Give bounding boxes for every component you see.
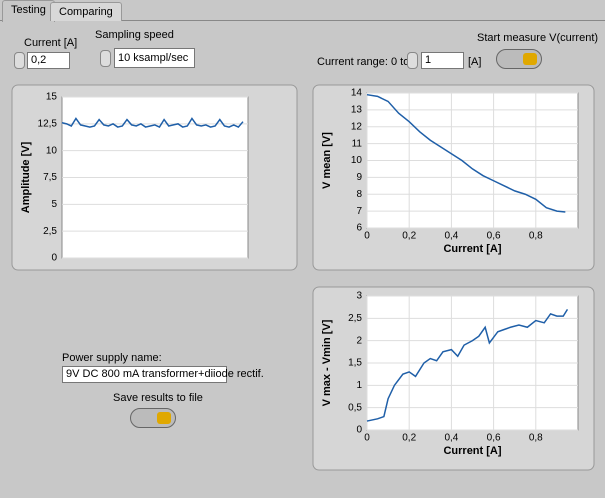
x-tick-label: 0,6 bbox=[487, 433, 501, 444]
y-tick-label: 9 bbox=[356, 172, 362, 183]
spinner[interactable] bbox=[14, 52, 25, 69]
spinner[interactable] bbox=[100, 50, 111, 67]
label: Save results to file bbox=[113, 392, 203, 404]
save-button[interactable] bbox=[130, 408, 176, 428]
y-tick-label: 13 bbox=[351, 105, 363, 116]
y-tick-label: 1,5 bbox=[348, 358, 362, 369]
y-axis-label: Amplitude [V] bbox=[20, 141, 32, 213]
tab[interactable]: Comparing bbox=[50, 2, 122, 21]
x-axis-label: Current [A] bbox=[443, 445, 501, 457]
y-tick-label: 8 bbox=[356, 189, 362, 200]
y-tick-label: 15 bbox=[46, 92, 58, 103]
y-tick-label: 10 bbox=[351, 155, 363, 166]
label: Sampling speed bbox=[95, 29, 174, 41]
x-tick-label: 0,4 bbox=[444, 433, 458, 444]
x-tick-label: 0 bbox=[364, 433, 370, 444]
x-tick-label: 0,8 bbox=[529, 231, 543, 242]
y-tick-label: 3 bbox=[356, 291, 362, 302]
x-tick-label: 0,4 bbox=[444, 231, 458, 242]
label: Current [A] bbox=[24, 37, 78, 49]
x-tick-label: 0,8 bbox=[529, 433, 543, 444]
y-tick-label: 6 bbox=[356, 223, 362, 234]
y-tick-label: 10 bbox=[46, 145, 58, 156]
label: Start measure V(current) bbox=[477, 32, 599, 44]
x-tick-label: 0 bbox=[364, 231, 370, 242]
label: Current range: 0 to bbox=[317, 56, 410, 68]
y-tick-label: 1 bbox=[356, 380, 362, 391]
led bbox=[523, 53, 537, 65]
dropdown[interactable]: 10 ksampl/sec bbox=[114, 48, 195, 68]
y-tick-label: 5 bbox=[51, 199, 57, 210]
y-tick-label: 7,5 bbox=[43, 172, 57, 183]
spinner[interactable] bbox=[407, 52, 418, 69]
data-line bbox=[366, 309, 569, 422]
unit: [A] bbox=[468, 56, 482, 68]
start-button[interactable] bbox=[496, 49, 542, 69]
x-tick-label: 0,2 bbox=[402, 231, 416, 242]
y-tick-label: 2,5 bbox=[43, 226, 57, 237]
numeric-input[interactable]: 1 bbox=[421, 52, 464, 69]
x-tick-label: 0,6 bbox=[487, 231, 501, 242]
y-axis-label: V mean [V] bbox=[321, 132, 333, 189]
x-axis-label: Current [A] bbox=[443, 243, 501, 255]
y-tick-label: 11 bbox=[352, 138, 363, 149]
label: Power supply name: bbox=[62, 352, 162, 364]
y-tick-label: 2 bbox=[356, 335, 362, 346]
data-line bbox=[366, 93, 566, 213]
y-tick-label: 12,5 bbox=[38, 118, 58, 129]
data-line bbox=[61, 117, 244, 129]
x-tick-label: 0,2 bbox=[402, 433, 416, 444]
led bbox=[157, 412, 171, 424]
y-tick-label: 0 bbox=[356, 425, 362, 436]
numeric-input[interactable]: 0,2 bbox=[27, 52, 70, 69]
y-tick-label: 14 bbox=[351, 88, 363, 99]
y-tick-label: 2,5 bbox=[348, 313, 362, 324]
y-axis-label: V max - Vmin [V] bbox=[321, 319, 333, 406]
text-input[interactable]: 9V DC 800 mA transformer+diiode rectif. bbox=[62, 366, 264, 383]
y-tick-label: 7 bbox=[356, 206, 362, 217]
y-tick-label: 12 bbox=[351, 121, 363, 132]
y-tick-label: 0,5 bbox=[348, 402, 362, 413]
y-tick-label: 0 bbox=[51, 253, 57, 264]
